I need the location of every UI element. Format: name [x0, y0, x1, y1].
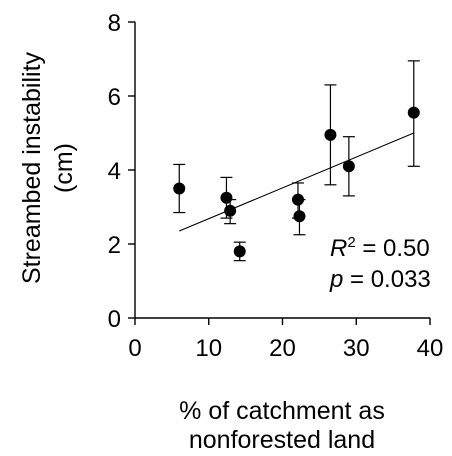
data-points	[173, 106, 420, 258]
y-tick-label: 0	[108, 306, 121, 333]
x-tick-label: 40	[417, 335, 444, 362]
data-point	[407, 106, 420, 119]
x-tick-label: 0	[128, 335, 141, 362]
r-symbol: R	[330, 235, 347, 262]
error-bars	[173, 60, 420, 262]
p-symbol: p	[329, 266, 343, 293]
data-point	[291, 193, 304, 206]
x-tick-label: 10	[195, 335, 222, 362]
y-axis-title-line1: Streambed instability	[18, 51, 46, 284]
y-tick-label: 6	[108, 84, 121, 111]
x-axis-title-line2: nonforested land	[189, 426, 375, 454]
y-tick-label: 2	[108, 232, 121, 259]
axis-ticks: 0 10 20 30 40 0 2 4 6 8	[108, 10, 444, 362]
x-axis-title-line1: % of catchment as	[179, 397, 385, 425]
data-point	[173, 182, 186, 195]
r-exponent: 2	[347, 234, 355, 251]
y-axis-title-line2: (cm)	[50, 143, 78, 193]
x-tick-label: 20	[269, 335, 296, 362]
r-squared-value: = 0.50	[356, 235, 430, 262]
y-tick-label: 8	[108, 10, 121, 37]
x-tick-label: 30	[343, 335, 370, 362]
data-point	[233, 245, 246, 258]
r-squared-label: R2 = 0.50	[330, 234, 430, 262]
data-point	[224, 204, 237, 217]
p-value-label: p = 0.033	[329, 266, 431, 293]
fit-line-group	[179, 132, 414, 232]
data-point	[293, 210, 306, 223]
y-tick-label: 4	[108, 158, 121, 185]
data-point	[220, 191, 233, 204]
data-point	[342, 160, 355, 173]
regression-line	[179, 132, 414, 232]
p-value: = 0.033	[343, 266, 430, 293]
data-point	[324, 128, 337, 141]
